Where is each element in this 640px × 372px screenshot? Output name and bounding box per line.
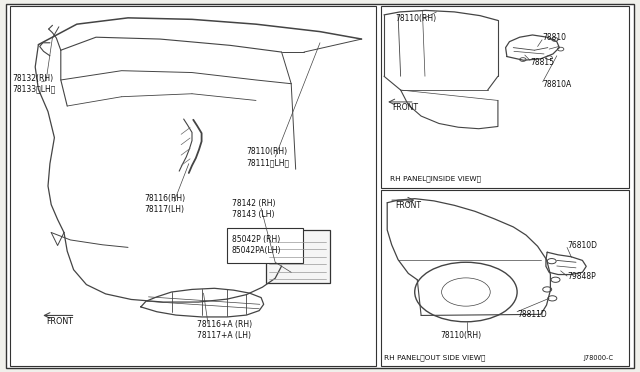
FancyBboxPatch shape bbox=[6, 4, 634, 368]
Text: 78142 (RH)
78143 (LH): 78142 (RH) 78143 (LH) bbox=[232, 199, 275, 219]
Text: 78132(RH)
78133〈LH〉: 78132(RH) 78133〈LH〉 bbox=[13, 74, 56, 94]
FancyBboxPatch shape bbox=[381, 190, 629, 366]
Text: 76810D: 76810D bbox=[567, 241, 597, 250]
Text: J78000-C: J78000-C bbox=[584, 355, 614, 361]
FancyBboxPatch shape bbox=[10, 6, 376, 366]
Text: 78811D: 78811D bbox=[517, 310, 547, 319]
Text: FRONT: FRONT bbox=[392, 103, 419, 112]
Text: RH PANEL〈OUT SIDE VIEW〉: RH PANEL〈OUT SIDE VIEW〉 bbox=[384, 355, 485, 361]
Text: 78110(RH): 78110(RH) bbox=[440, 331, 481, 340]
Text: 79848P: 79848P bbox=[567, 272, 596, 280]
Text: 78110(RH): 78110(RH) bbox=[396, 14, 436, 23]
Text: 78810A: 78810A bbox=[543, 80, 572, 89]
Text: 78110(RH)
78111〈LH〉: 78110(RH) 78111〈LH〉 bbox=[246, 147, 289, 167]
FancyBboxPatch shape bbox=[381, 6, 629, 188]
Text: FRONT: FRONT bbox=[46, 317, 73, 326]
Text: 78810: 78810 bbox=[542, 33, 566, 42]
Text: 78116(RH)
78117(LH): 78116(RH) 78117(LH) bbox=[144, 194, 185, 214]
FancyBboxPatch shape bbox=[266, 230, 330, 283]
Text: 78116+A (RH)
78117+A (LH): 78116+A (RH) 78117+A (LH) bbox=[197, 320, 252, 340]
Text: 78815: 78815 bbox=[530, 58, 554, 67]
Text: RH PANEL〈INSIDE VIEW〉: RH PANEL〈INSIDE VIEW〉 bbox=[390, 175, 481, 182]
FancyBboxPatch shape bbox=[227, 228, 303, 263]
Text: 85042P (RH)
85042PA(LH): 85042P (RH) 85042PA(LH) bbox=[232, 235, 281, 255]
Text: FRONT: FRONT bbox=[396, 201, 422, 210]
